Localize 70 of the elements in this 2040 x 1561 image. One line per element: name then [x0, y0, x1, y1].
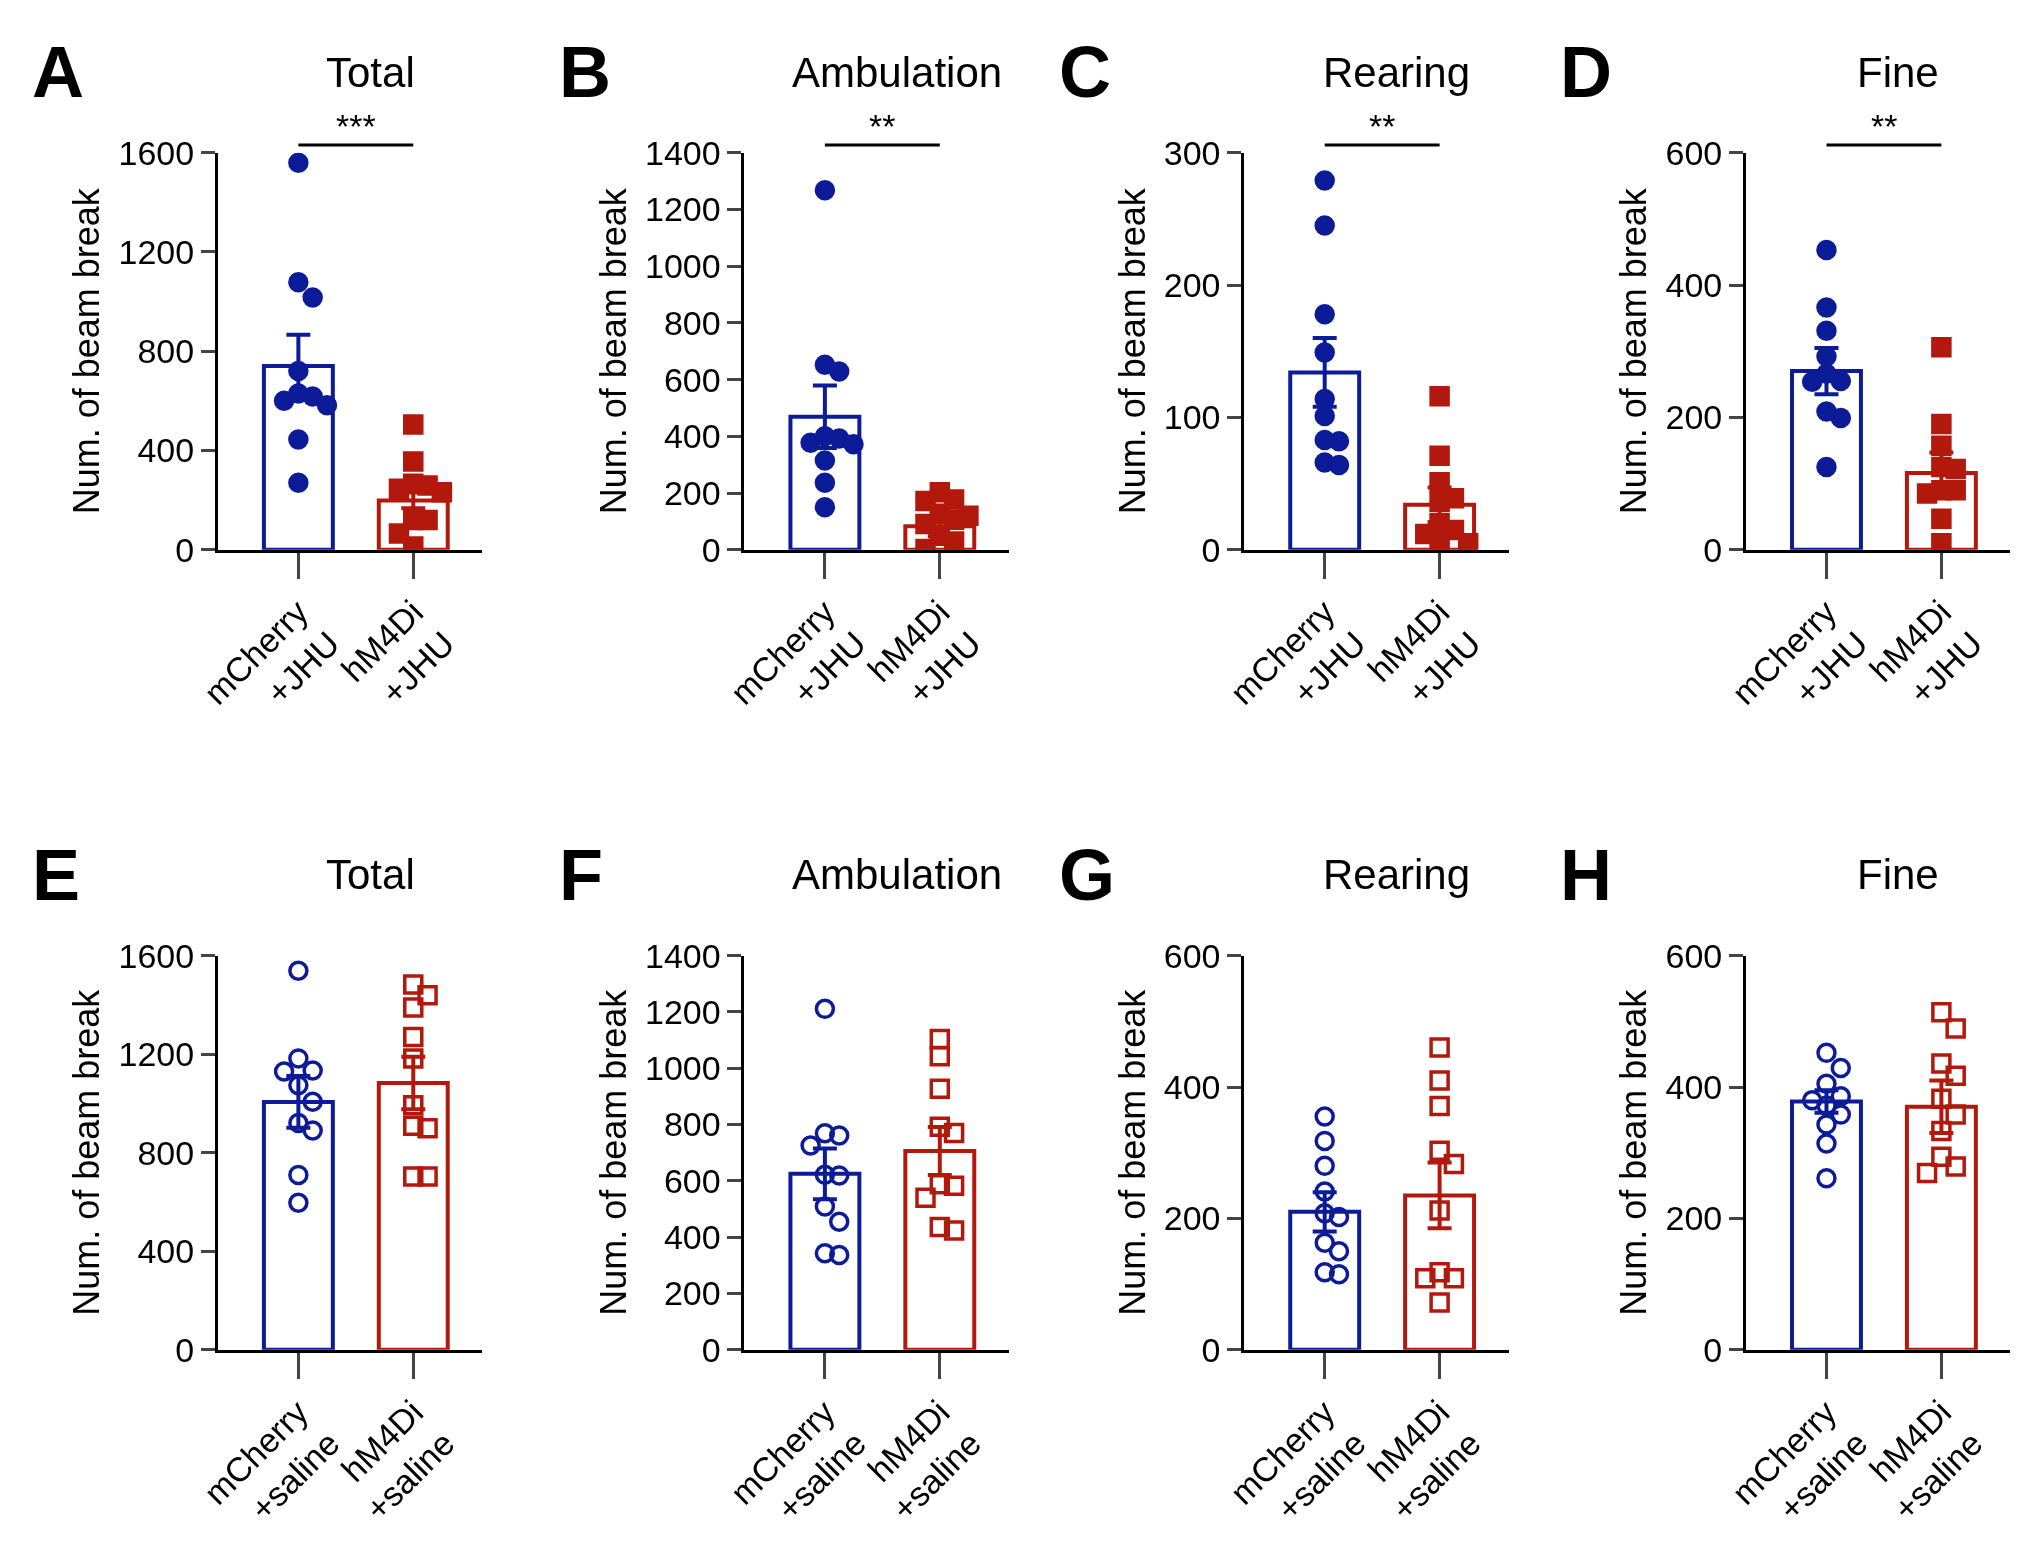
y-axis-title: Num. of beam break	[592, 187, 634, 515]
y-tick-label: 400	[663, 417, 721, 456]
chart-title: Ambulation	[792, 49, 1003, 96]
y-axis-title: Num. of beam break	[1111, 988, 1153, 1316]
y-tick-label: 1400	[645, 936, 721, 975]
y-tick-label: 200	[1163, 1199, 1221, 1238]
text: B	[559, 32, 611, 112]
y-tick-label: 800	[137, 332, 195, 371]
y-tick-label: 0	[1703, 1330, 1723, 1369]
y-axis-title: Num. of beam break	[66, 988, 108, 1316]
y-tick-label: 1600	[118, 936, 195, 975]
text: **	[1369, 107, 1396, 145]
text: ***	[336, 107, 376, 145]
chart-title: Fine	[1857, 49, 1939, 96]
text: A	[32, 32, 84, 112]
text: **	[869, 107, 896, 145]
y-tick-label: 0	[701, 530, 721, 569]
y-tick-label: 0	[175, 530, 195, 569]
y-axis-title: Num. of beam break	[1613, 988, 1655, 1316]
y-tick-label: 800	[137, 1133, 195, 1172]
chart-title: Rearing	[1323, 49, 1471, 96]
y-tick-label: 400	[1665, 1067, 1723, 1106]
y-axis-title: Num. of beam break	[592, 988, 634, 1316]
y-tick-label: 0	[1703, 530, 1723, 569]
y-tick-label: 200	[1163, 265, 1221, 304]
y-tick-label: 400	[137, 431, 195, 470]
y-tick-label: 1000	[645, 247, 721, 286]
y-tick-label: 200	[663, 1274, 721, 1313]
text: H	[1560, 835, 1612, 915]
y-tick-label: 0	[175, 1330, 195, 1369]
y-tick-label: 400	[663, 1218, 721, 1257]
text: C	[1059, 32, 1111, 112]
y-tick-label: 400	[137, 1232, 195, 1271]
y-tick-label: 1200	[645, 992, 721, 1031]
text: G	[1059, 835, 1116, 915]
y-tick-label: 1200	[645, 190, 721, 229]
text: **	[1871, 107, 1898, 145]
y-axis-title: Num. of beam break	[1613, 187, 1655, 515]
y-tick-label: 0	[701, 1330, 721, 1369]
y-tick-label: 0	[1201, 530, 1221, 569]
chart-title: Rearing	[1323, 851, 1471, 898]
y-tick-label: 400	[1163, 1067, 1221, 1106]
text: E	[32, 835, 81, 915]
text: D	[1560, 32, 1612, 112]
y-tick-label: 0	[1201, 1330, 1221, 1369]
y-tick-label: 400	[1665, 265, 1723, 304]
y-tick-label: 600	[663, 360, 721, 399]
y-tick-label: 1400	[645, 133, 721, 172]
text: F	[559, 835, 603, 915]
y-tick-label: 600	[1163, 936, 1221, 975]
y-tick-label: 800	[663, 303, 721, 342]
y-axis-title: Num. of beam break	[1111, 187, 1153, 515]
y-tick-label: 1200	[118, 1035, 195, 1074]
chart-title: Fine	[1857, 851, 1939, 898]
y-tick-label: 200	[663, 473, 721, 512]
chart-title: Ambulation	[792, 851, 1003, 898]
y-tick-label: 600	[1665, 936, 1723, 975]
y-tick-label: 200	[1665, 398, 1723, 437]
chart-title: Total	[326, 851, 415, 898]
y-tick-label: 200	[1665, 1199, 1723, 1238]
y-tick-label: 600	[1665, 133, 1723, 172]
chart-title: Total	[326, 49, 415, 96]
y-tick-label: 100	[1163, 398, 1221, 437]
y-tick-label: 800	[663, 1105, 721, 1144]
y-tick-label: 1200	[118, 232, 195, 271]
y-tick-label: 1600	[118, 133, 195, 172]
y-tick-label: 300	[1163, 133, 1221, 172]
y-tick-label: 1000	[645, 1049, 721, 1088]
y-tick-label: 600	[663, 1161, 721, 1200]
y-axis-title: Num. of beam break	[66, 187, 108, 515]
